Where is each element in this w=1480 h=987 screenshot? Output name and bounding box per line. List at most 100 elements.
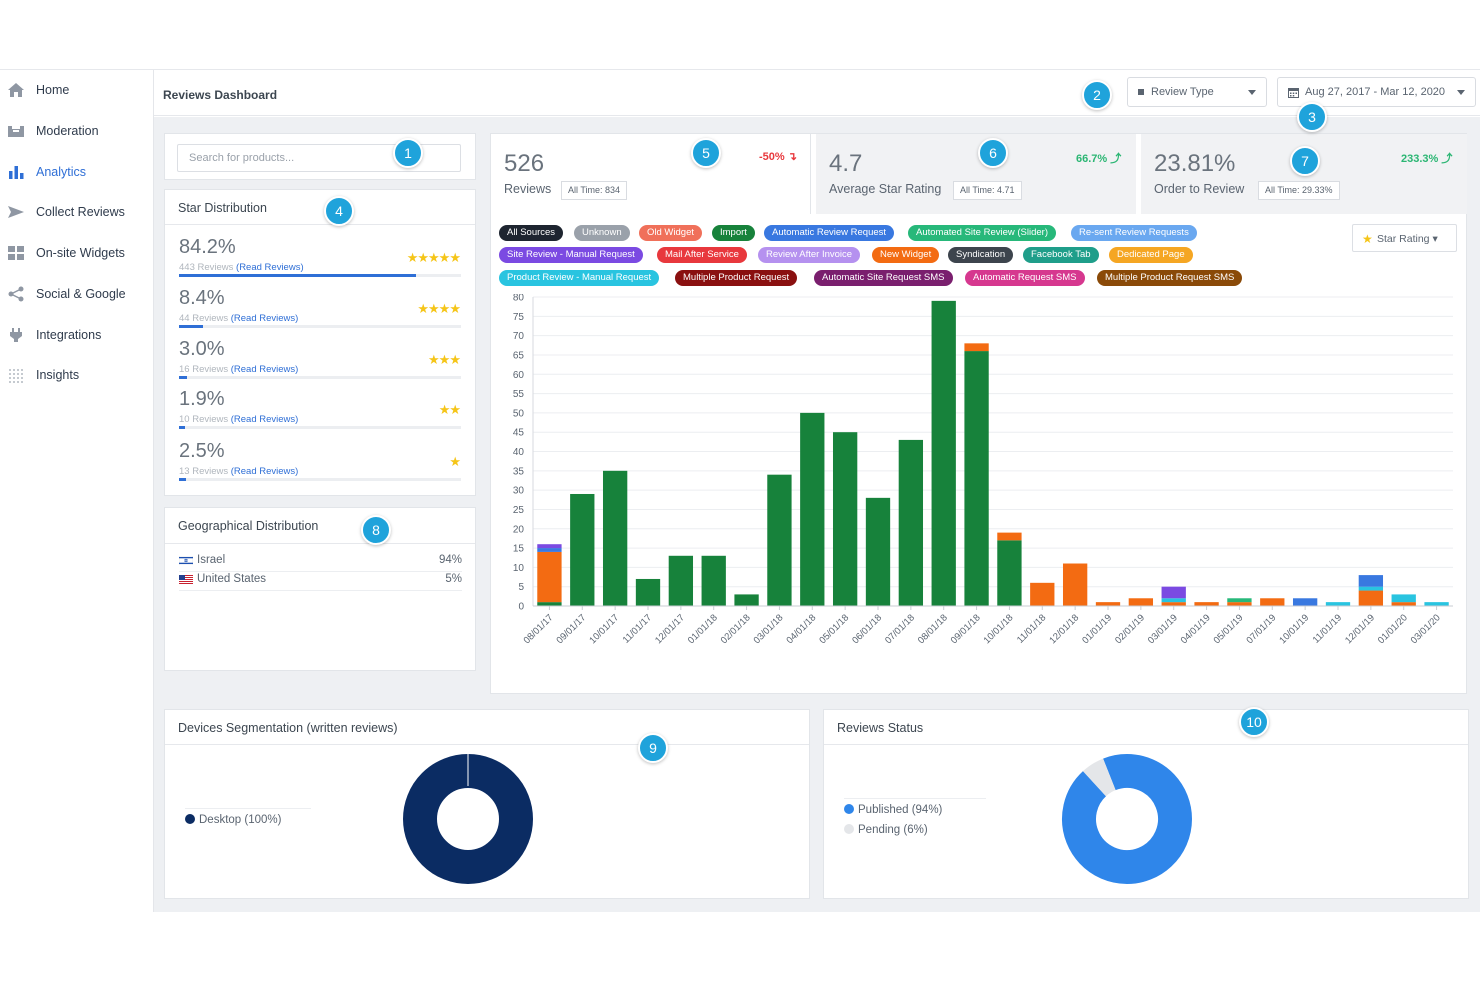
kpi-reviews-card[interactable]: 526 Reviews All Time: 834 -50% ↴ xyxy=(491,134,811,214)
source-chip[interactable]: Site Review - Manual Request xyxy=(499,247,643,263)
y-tick-label: 65 xyxy=(513,350,525,361)
bar-chart-icon xyxy=(9,166,24,179)
devices-donut-chart xyxy=(403,754,533,884)
donut-segment-published xyxy=(1062,754,1192,884)
y-tick-label: 30 xyxy=(513,486,525,497)
star-bar-track xyxy=(179,274,461,277)
star-row-2: 1.9% 10 Reviews (Read Reviews) ★★ xyxy=(178,388,462,434)
bar-segment xyxy=(1358,586,1384,591)
date-range-label: Aug 27, 2017 - Mar 12, 2020 xyxy=(1305,86,1446,98)
source-chip[interactable]: Facebook Tab xyxy=(1023,247,1099,263)
x-tick-label: 07/01/18 xyxy=(883,612,917,646)
x-tick-label: 03/01/18 xyxy=(752,612,786,646)
kpi-all-time: All Time: 29.33% xyxy=(1258,181,1340,200)
kpi-label: Order to Review xyxy=(1154,182,1245,196)
star-count: 443 Reviews (Read Reviews) xyxy=(179,262,304,273)
source-chip[interactable]: Multiple Product Request SMS xyxy=(1097,270,1243,286)
star-rating-label: Star Rating ▾ xyxy=(1377,233,1438,245)
y-tick-label: 40 xyxy=(513,447,525,458)
star-bar-track xyxy=(179,478,461,481)
sidebar-item-integrations[interactable]: Integrations xyxy=(0,320,154,350)
source-chip[interactable]: All Sources xyxy=(499,225,564,241)
kpi-all-time: All Time: 4.71 xyxy=(953,181,1022,200)
star-pct: 1.9% xyxy=(179,388,225,410)
x-tick-label: 12/01/18 xyxy=(1047,612,1081,646)
bar-segment xyxy=(832,432,858,606)
sidebar-item-onsite-widgets[interactable]: On-site Widgets xyxy=(0,238,154,268)
read-reviews-link[interactable]: (Read Reviews) xyxy=(230,364,299,375)
y-tick-label: 75 xyxy=(513,312,525,323)
star-bar-fill xyxy=(179,478,187,481)
star-icons: ★ xyxy=(449,454,461,469)
x-tick-label: 05/01/18 xyxy=(817,612,851,646)
source-chip[interactable]: Automatic Request SMS xyxy=(965,270,1085,286)
bar-segment xyxy=(1292,598,1318,606)
source-chip[interactable]: Review After Invoice xyxy=(758,247,861,263)
status-donut-chart xyxy=(1062,754,1192,884)
devices-panel: Devices Segmentation (written reviews) D… xyxy=(164,709,810,899)
source-chip[interactable]: Dedicated Page xyxy=(1109,247,1193,263)
source-chip[interactable]: Automatic Site Request SMS xyxy=(814,270,953,286)
source-chip[interactable]: Mail After Service xyxy=(657,247,747,263)
y-tick-label: 20 xyxy=(513,524,525,535)
sidebar-item-home[interactable]: Home xyxy=(0,75,154,105)
x-tick-label: 06/01/18 xyxy=(850,612,884,646)
star-icons: ★★★★★ xyxy=(406,250,461,265)
bar-segment xyxy=(1358,590,1384,606)
sidebar-item-social-google[interactable]: Social & Google xyxy=(0,279,154,309)
callout-badge: 2 xyxy=(1082,80,1112,110)
x-tick-label: 05/01/19 xyxy=(1212,612,1246,646)
review-count: 10 Reviews xyxy=(179,414,229,425)
read-reviews-link[interactable]: (Read Reviews) xyxy=(236,262,304,273)
sidebar-item-moderation[interactable]: Moderation xyxy=(0,116,154,146)
x-tick-label: 12/01/17 xyxy=(653,612,687,646)
sidebar-item-analytics[interactable]: Analytics xyxy=(0,157,154,187)
source-chip[interactable]: Re-sent Review Requests xyxy=(1071,225,1197,241)
callout-badge: 5 xyxy=(691,138,721,168)
sidebar-item-label: Insights xyxy=(36,368,80,382)
bar-segment xyxy=(537,548,562,552)
x-tick-label: 10/01/17 xyxy=(587,612,621,646)
source-chip[interactable]: Automated Site Review (Slider) xyxy=(908,225,1056,241)
caret-down-icon xyxy=(1248,90,1256,95)
star-bar-track xyxy=(179,376,461,379)
source-chip[interactable]: Product Review - Manual Request xyxy=(499,270,660,286)
read-reviews-link[interactable]: (Read Reviews) xyxy=(230,466,299,477)
source-chip[interactable]: Import xyxy=(712,225,755,241)
y-tick-label: 55 xyxy=(513,389,525,400)
x-tick-label: 09/01/17 xyxy=(554,612,588,646)
bar-segment xyxy=(570,493,595,606)
x-tick-label: 04/01/19 xyxy=(1179,612,1213,646)
x-tick-label: 08/01/17 xyxy=(522,612,556,646)
bar-segment xyxy=(865,497,891,606)
kpi-rating-card[interactable]: 4.7 Average Star Rating All Time: 4.71 6… xyxy=(816,134,1136,214)
star-distribution-title: Star Distribution xyxy=(178,201,267,215)
sidebar-item-label: Social & Google xyxy=(36,287,126,301)
review-type-dropdown[interactable]: Review Type xyxy=(1127,77,1267,107)
source-chip[interactable]: Old Widget xyxy=(639,225,702,241)
bar-segment xyxy=(1095,602,1121,606)
legend-item: Desktop (100%) xyxy=(185,814,281,826)
read-reviews-link[interactable]: (Read Reviews) xyxy=(230,313,299,324)
source-chip[interactable]: Multiple Product Request xyxy=(675,270,798,286)
app-shell: Home Moderation Analytics Collect Review… xyxy=(0,69,1480,912)
bar-segment xyxy=(964,351,989,606)
geo-country: United States xyxy=(197,573,267,585)
sidebar-item-collect-reviews[interactable]: Collect Reviews xyxy=(0,197,154,227)
legend-label: Pending (6%) xyxy=(858,824,928,836)
top-bar: Reviews Dashboard Review Type Aug 27, 20… xyxy=(154,70,1480,116)
source-chip[interactable]: New Widget xyxy=(872,247,940,263)
dashboard-content: Star Distribution 84.2% 443 Reviews (Rea… xyxy=(154,117,1480,912)
review-count: 16 Reviews xyxy=(179,364,229,375)
y-tick-label: 10 xyxy=(513,563,525,574)
source-chip[interactable]: Syndication xyxy=(948,247,1014,263)
source-chip[interactable]: Automatic Review Request xyxy=(764,225,895,241)
plug-icon xyxy=(10,328,22,342)
bar-segment xyxy=(537,544,562,549)
x-tick-label: 10/01/19 xyxy=(1277,612,1311,646)
source-chip[interactable]: Unknown xyxy=(574,225,630,241)
read-reviews-link[interactable]: (Read Reviews) xyxy=(230,414,299,425)
sidebar-item-insights[interactable]: Insights xyxy=(0,360,154,390)
x-tick-label: 11/01/19 xyxy=(1311,612,1344,645)
star-rating-dropdown[interactable]: ★ Star Rating ▾ xyxy=(1352,224,1457,252)
